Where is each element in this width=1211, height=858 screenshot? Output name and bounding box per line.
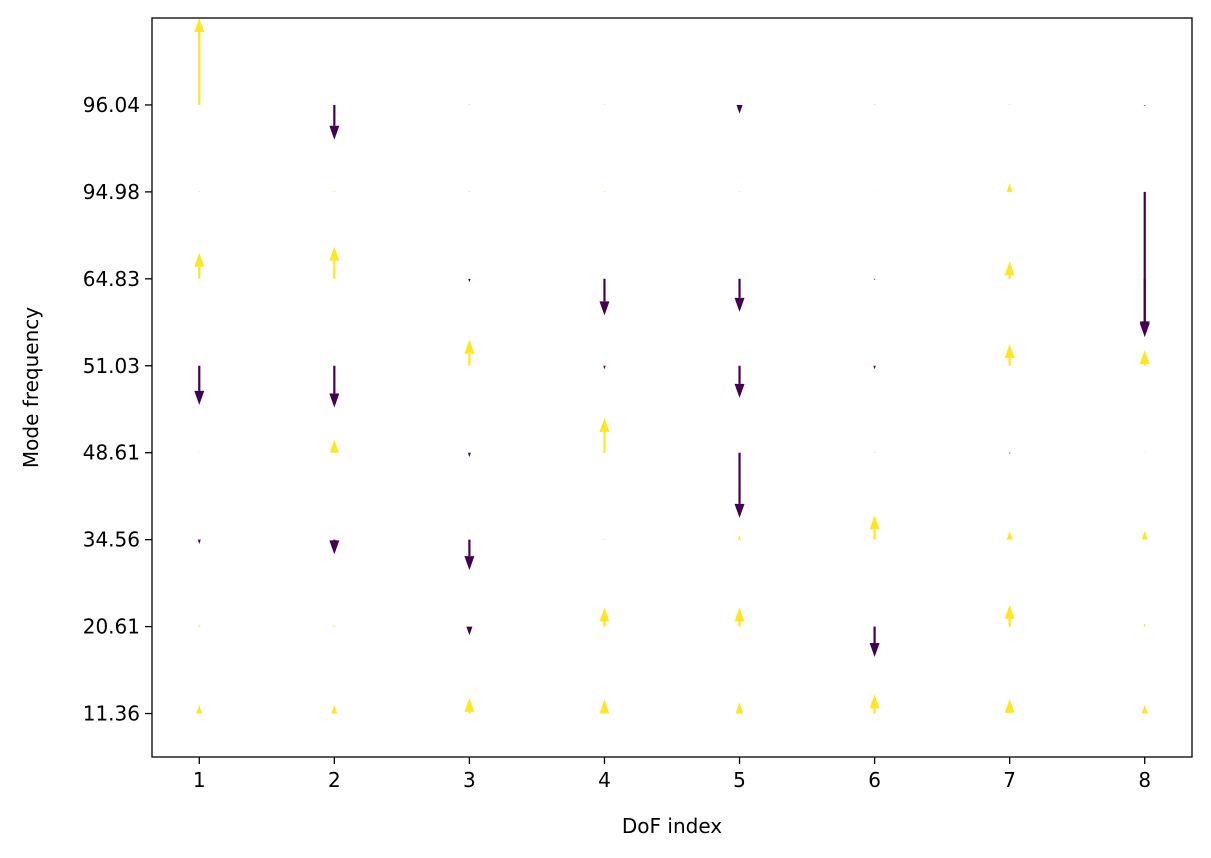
quiver-arrow — [603, 365, 606, 370]
quiver-arrow — [734, 278, 745, 312]
x-tick-label: 8 — [1138, 768, 1151, 792]
x-axis-label: DoF index — [622, 814, 722, 838]
quiver-arrow — [869, 626, 880, 658]
x-tick-label: 2 — [328, 768, 341, 792]
quiver-arrow — [599, 699, 610, 714]
quiver-arrow — [333, 191, 336, 192]
quiver-arrow — [331, 704, 338, 714]
quiver-arrow — [734, 365, 745, 398]
y-tick-label: 20.61 — [83, 615, 140, 639]
quiver-arrow — [599, 607, 610, 627]
quiver-arrow — [1143, 104, 1146, 106]
quiver-arrow — [1004, 261, 1015, 279]
x-tick-label: 3 — [463, 768, 476, 792]
quiver-arrow — [873, 278, 876, 280]
quiver-arrow — [468, 104, 471, 105]
y-axis: 11.36 20.61 34.56 48.61 51.03 64.83 94.98 96.04 — [83, 93, 152, 726]
quiver-arrow — [194, 365, 205, 405]
quiver-arrow — [194, 18, 205, 105]
quiver-arrow — [1139, 191, 1150, 336]
quiver-arrow — [466, 626, 473, 636]
quiver-arrow — [603, 538, 606, 540]
quiver-arrow — [198, 191, 201, 192]
y-tick-label: 34.56 — [83, 528, 140, 552]
quiver-arrow — [329, 539, 340, 555]
quiver-arrow — [1141, 704, 1148, 714]
quiver-arrow — [873, 104, 876, 105]
y-tick-label: 94.98 — [83, 180, 140, 204]
quiver-arrow — [329, 104, 340, 140]
quiver-arrow — [198, 624, 201, 627]
quiver-arrow — [738, 191, 741, 192]
quiver-arrow — [1004, 604, 1015, 627]
quiver-arrow — [196, 704, 203, 714]
y-axis-label: Mode frequency — [19, 307, 43, 468]
arrow-layer — [194, 18, 1150, 714]
y-tick-label: 51.03 — [83, 354, 140, 378]
y-tick-label: 64.83 — [83, 267, 140, 291]
quiver-arrow — [873, 365, 876, 370]
quiver-arrow — [468, 278, 471, 283]
quiver-arrow — [333, 624, 336, 627]
x-tick-label: 5 — [733, 768, 746, 792]
quiver-arrow — [603, 104, 606, 105]
quiver-arrow — [464, 697, 475, 714]
quiver-arrow — [599, 417, 610, 453]
quiver-arrow — [329, 439, 339, 453]
quiver-arrow — [194, 252, 205, 279]
quiver-arrow — [464, 339, 475, 366]
x-tick-label: 1 — [193, 768, 206, 792]
x-tick-label: 6 — [868, 768, 881, 792]
quiver-arrow — [599, 278, 610, 316]
quiver-arrow — [1139, 350, 1150, 366]
quiver-arrow — [1141, 530, 1148, 540]
plot-frame — [151, 17, 1193, 758]
quiver-arrow — [1006, 183, 1013, 192]
quiver-arrow — [468, 191, 471, 192]
quiver-arrow — [467, 452, 471, 458]
quiver-arrow — [736, 104, 743, 114]
quiver-arrow — [1008, 452, 1011, 454]
quiver-arrow — [464, 539, 475, 571]
quiver-arrow — [329, 246, 340, 279]
quiver-arrow — [1004, 698, 1015, 714]
quiver-arrow — [738, 535, 742, 540]
quiver-arrow — [1006, 530, 1013, 540]
quiver-arrow — [603, 191, 606, 192]
y-tick-label: 96.04 — [83, 93, 140, 117]
quiver-arrow — [1008, 104, 1011, 105]
x-axis: 1 2 3 4 5 6 7 8 — [193, 757, 1151, 792]
quiver-arrow — [735, 702, 744, 714]
quiver-arrow — [873, 451, 876, 453]
x-tick-label: 4 — [598, 768, 611, 792]
y-tick-label: 48.61 — [83, 441, 140, 465]
quiver-arrow — [1143, 623, 1146, 627]
quiver-arrow — [869, 515, 880, 540]
x-tick-label: 7 — [1003, 768, 1016, 792]
quiver-arrow — [1004, 344, 1015, 366]
quiver-arrow — [734, 452, 745, 518]
quiver-arrow — [329, 365, 340, 408]
quiver-arrow — [869, 694, 880, 714]
quiver-arrow — [197, 539, 201, 544]
y-tick-label: 11.36 — [83, 702, 140, 726]
quiver-arrow — [734, 607, 745, 627]
